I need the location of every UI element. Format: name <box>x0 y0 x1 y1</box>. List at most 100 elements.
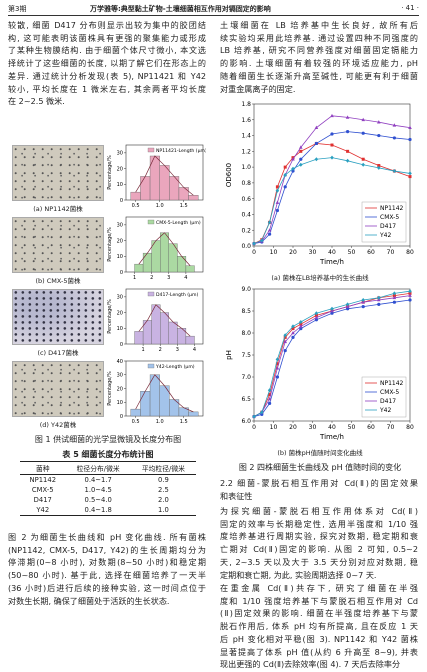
point <box>268 393 272 397</box>
point <box>408 291 412 295</box>
point <box>252 414 256 419</box>
y-tick-label: 40 <box>117 359 123 365</box>
panel-caption: (d) Y42菌株 <box>39 421 77 429</box>
x-tick-label: 70 <box>387 249 395 256</box>
text-line: 天, 2~3.5 天以及大于 3.5 天分别对应对数期, 稳 <box>220 556 418 567</box>
cell: Y42 <box>36 506 50 514</box>
table: 菌种 粒径分布/微米 平均粒径/微米 NP1142 0.4~1.7 0.9 CMX-5 1.0… <box>20 461 196 516</box>
running-title: 万学雅等:典型黏土矿物-土壤细菌相互作用对镉固定的影响 <box>90 5 271 13</box>
series-line <box>253 131 411 245</box>
point <box>330 311 334 315</box>
point <box>408 137 412 142</box>
text-line: 现出更强的 Cd(Ⅱ)去除效率(图 4). 7 天后去除率分 <box>220 659 401 670</box>
y-axis-label: pH <box>225 350 233 360</box>
point <box>361 305 365 309</box>
y-tick-label: 10 <box>117 254 123 260</box>
legend-label: CMX-5 <box>380 389 399 396</box>
x-tick-label: 20 <box>289 424 297 431</box>
y-tick-label: 8.5 <box>241 308 251 315</box>
point <box>408 125 412 129</box>
x-tick-label: 3 <box>167 275 170 281</box>
y-tick-label: 20 <box>117 238 123 244</box>
series-line <box>253 115 411 245</box>
x-tick-label: 0 <box>252 424 256 431</box>
y-tick-label: 1.2 <box>241 148 251 155</box>
panel-caption: (a) NP1142菌株 <box>33 205 83 213</box>
x-tick-label: 4 <box>193 347 196 353</box>
y-tick-label: 20 <box>117 386 123 392</box>
histogram: 0 10 20 30 1 2 3 4 CMX-5-Length (μm) Percentage/% <box>107 216 204 281</box>
bar <box>130 408 141 417</box>
text-line: 构, 这可能表明该菌株具有更强的聚集能力或形成 <box>8 32 206 43</box>
point <box>392 123 397 127</box>
x-tick-label: 60 <box>367 249 375 256</box>
text-line: 较小, 平均长度在 1 微米左右, 其余两者平均长度 <box>8 83 206 94</box>
point <box>361 117 365 122</box>
fit-curve <box>135 155 194 196</box>
point <box>314 157 319 162</box>
text-line: (Ⅱ)固定效果的影响. 细菌在半强度培养基下与蒙 <box>220 608 418 619</box>
cell: 2.5 <box>157 486 169 494</box>
series-line <box>253 299 411 417</box>
text-line: 度和 1/10 强度培养基下与蒙脱石相互作用对 Cd <box>220 595 418 606</box>
y-tick-label: 30 <box>117 295 123 301</box>
point <box>299 322 303 326</box>
legend-swatch <box>147 363 155 369</box>
point <box>392 300 396 304</box>
y-tick-label: 0 <box>120 270 123 276</box>
fit-curve <box>138 304 191 337</box>
point <box>314 311 319 316</box>
x-tick-label: 80 <box>406 249 414 256</box>
x-tick-label: 40 <box>328 249 336 256</box>
legend-label: Y42 <box>379 232 391 239</box>
point <box>392 291 397 296</box>
line-chart: 6.0 6.5 7.0 7.5 8.0 8.5 9.0 0 10 20 30 40 50 60 70 80 Ti… <box>225 286 414 441</box>
text-line: 较散, 细菌 D417 分布则显示出较为集中的胶团结 <box>8 20 206 30</box>
text-line: LB 培养基, 研究不同营养强度对细菌固定镉能力 <box>220 45 418 56</box>
bar <box>185 265 195 273</box>
legend-label: NP1142 <box>380 380 404 387</box>
panel-caption: (c) D417菌株 <box>37 349 79 357</box>
y-tick-label: 1.6 <box>241 117 251 124</box>
point <box>299 157 303 161</box>
section-heading: 2.2 细菌-蒙脱石相互作用对 Cd(Ⅱ)的固定效果 和表征性 <box>220 478 418 503</box>
point <box>299 162 303 167</box>
x-tick-label: 70 <box>387 424 395 431</box>
y-tick-label: 0.6 <box>241 196 251 203</box>
bar <box>160 312 169 345</box>
micrograph <box>12 145 104 201</box>
x-tick-label: 40 <box>328 424 336 431</box>
panel-caption: (b) CMX-5菌株 <box>35 277 81 285</box>
point <box>291 324 295 329</box>
point <box>377 133 381 138</box>
y-tick-label: 10 <box>117 182 123 188</box>
text-line: 在重金属 Cd(Ⅱ)共存下, 研究了细菌在半强 <box>220 583 418 593</box>
header-rule <box>8 15 419 16</box>
y-tick-label: 6.0 <box>241 418 251 425</box>
micrograph <box>12 361 104 417</box>
legend-label: Y42 <box>379 407 391 414</box>
x-tick-label: 1.5 <box>180 203 188 209</box>
point <box>346 149 350 153</box>
point <box>361 131 365 135</box>
x-tick-label: 50 <box>348 249 356 256</box>
text-line: (NP1142, CMX-5, D417, Y42)的生长周期均分为 <box>8 544 206 555</box>
x-tick-label: 1 <box>133 275 136 281</box>
y-tick-label: 9.0 <box>241 286 251 293</box>
point <box>377 302 381 306</box>
cell: 2.0 <box>157 496 169 504</box>
y-tick-label: 7.0 <box>241 374 251 381</box>
x-tick-label: 1.5 <box>180 419 188 425</box>
point <box>346 130 350 134</box>
text-line: 脱石作用后, 体系 pH 均有所提高, 且在反应 1 天 <box>220 621 418 632</box>
point <box>283 335 287 339</box>
text-line: 续实验均采用此培养基. 通过设置四种不同强度的 <box>220 32 418 43</box>
table-row: CMX-5 1.0~4.5 2.5 <box>20 485 196 495</box>
point <box>314 313 318 317</box>
y-tick-label: 10 <box>117 400 123 406</box>
y-tick-label: 0 <box>120 342 123 348</box>
text-line: 土壤细菌在 LB 培养基中生长良好, 故所有后 <box>220 20 418 30</box>
x-tick-label: 10 <box>270 249 278 256</box>
text-line: 随着细菌生长逐渐升高至碱性, 可能更有利于细菌 <box>220 70 418 81</box>
point <box>283 349 287 353</box>
